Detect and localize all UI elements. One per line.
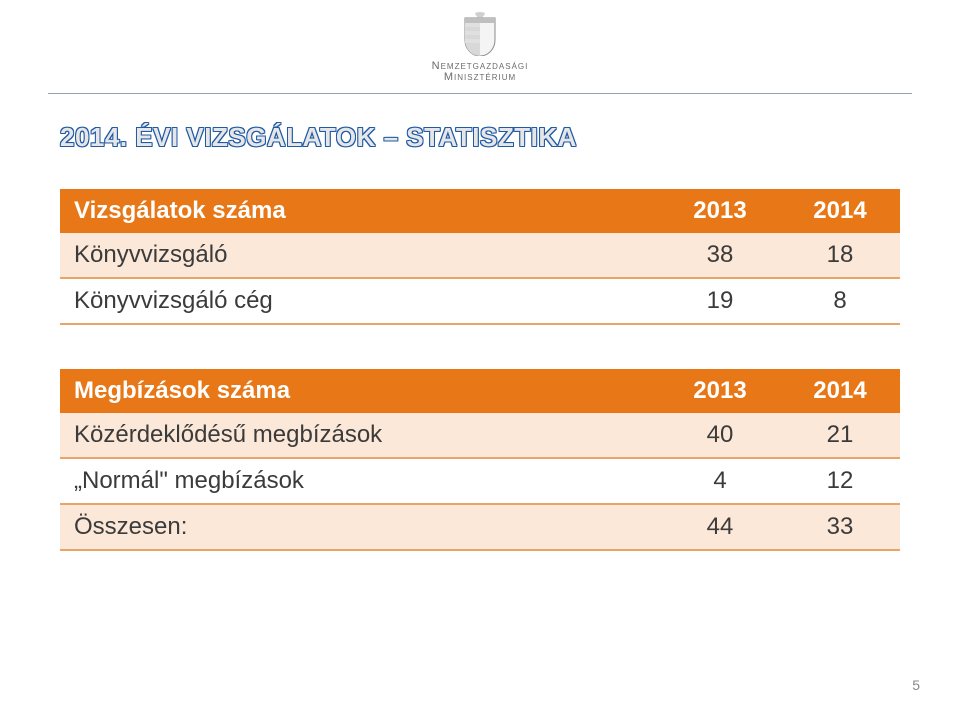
col-2014: 2014 [780,369,900,413]
slide-header: Nemzetgazdasági Minisztérium [0,0,960,83]
cell-2013: 4 [660,458,780,504]
cell-2014: 12 [780,458,900,504]
cell-2013: 19 [660,278,780,324]
col-2013: 2013 [660,369,780,413]
cell-2013: 40 [660,413,780,458]
col-2014: 2014 [780,189,900,233]
cell-label: „Normál" megbízások [60,458,660,504]
col-2013: 2013 [660,189,780,233]
cell-2014: 33 [780,504,900,550]
table-row: Könyvvizsgáló cég 19 8 [60,278,900,324]
table-examinations: Vizsgálatok száma 2013 2014 Könyvvizsgál… [60,189,900,325]
header-divider [48,93,912,94]
cell-label: Összesen: [60,504,660,550]
table-row: Összesen: 44 33 [60,504,900,550]
col-label: Megbízások száma [60,369,660,413]
page-number: 5 [912,677,920,693]
table-row: „Normál" megbízások 4 12 [60,458,900,504]
table-engagements: Megbízások száma 2013 2014 Közérdeklődés… [60,369,900,551]
tables-container: Vizsgálatok száma 2013 2014 Könyvvizsgál… [60,189,900,551]
cell-2014: 21 [780,413,900,458]
cell-label: Közérdeklődésű megbízások [60,413,660,458]
cell-2013: 38 [660,233,780,278]
cell-2014: 18 [780,233,900,278]
cell-label: Könyvvizsgáló [60,233,660,278]
cell-label: Könyvvizsgáló cég [60,278,660,324]
table-row: Könyvvizsgáló 38 18 [60,233,900,278]
coat-of-arms-icon [462,12,498,56]
ministry-name-line2: Minisztérium [444,71,516,83]
cell-2013: 44 [660,504,780,550]
col-label: Vizsgálatok száma [60,189,660,233]
slide-title: 2014. ÉVI VIZSGÁLATOK – STATISZTIKA [60,122,960,153]
table-row: Közérdeklődésű megbízások 40 21 [60,413,900,458]
cell-2014: 8 [780,278,900,324]
